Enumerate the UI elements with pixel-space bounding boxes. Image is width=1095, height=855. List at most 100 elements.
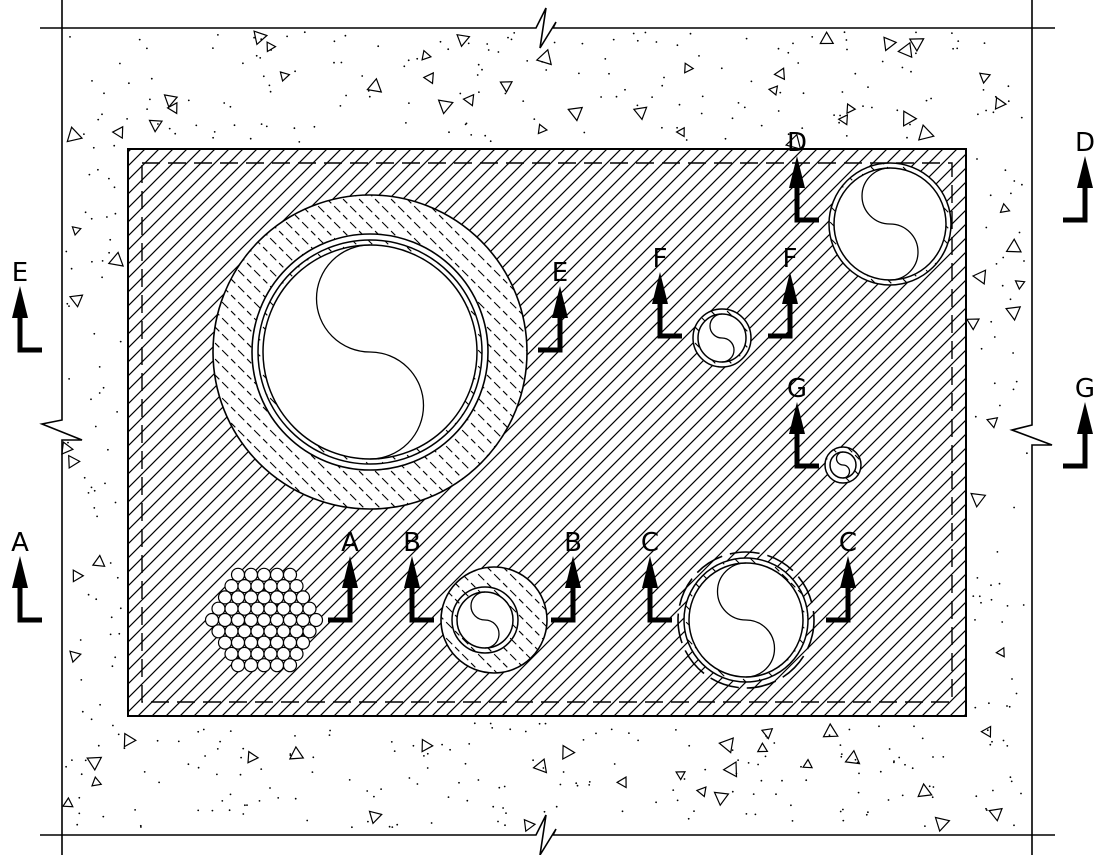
aggregate bbox=[802, 758, 814, 769]
cable bbox=[289, 646, 304, 662]
pipe-curve bbox=[470, 591, 500, 649]
aggregate bbox=[985, 417, 999, 429]
aggregate bbox=[68, 294, 84, 308]
sand-dot bbox=[111, 665, 114, 668]
arrow-head bbox=[1077, 402, 1093, 434]
aggregate bbox=[934, 816, 951, 833]
sand-dot bbox=[97, 118, 100, 121]
section-mark: B bbox=[403, 528, 434, 623]
sand-dot bbox=[802, 92, 805, 95]
sand-dot bbox=[217, 34, 219, 36]
sand-dot bbox=[1015, 380, 1018, 383]
sand-dot bbox=[1001, 284, 1004, 287]
sand-dot bbox=[663, 76, 665, 79]
sand-dot bbox=[333, 40, 336, 43]
sand-dot bbox=[262, 75, 265, 78]
section-label: D bbox=[1075, 128, 1095, 158]
sand-dot bbox=[388, 825, 391, 828]
aggregate bbox=[917, 123, 935, 141]
sand-dot bbox=[655, 801, 657, 804]
sand-dot bbox=[737, 759, 739, 761]
sand-dot bbox=[675, 729, 677, 731]
sand-dot bbox=[996, 551, 999, 553]
sand-dot bbox=[833, 114, 835, 116]
sand-dot bbox=[407, 59, 410, 62]
sand-dot bbox=[957, 40, 960, 42]
arrow-shaft bbox=[551, 586, 576, 623]
sand-dot bbox=[985, 226, 988, 229]
sand-dot bbox=[893, 760, 895, 763]
aggregate bbox=[69, 650, 82, 664]
sand-dot bbox=[532, 759, 534, 762]
sand-dot bbox=[1020, 792, 1022, 795]
cable bbox=[302, 624, 317, 639]
sand-dot bbox=[246, 804, 248, 806]
sand-dot bbox=[464, 762, 467, 765]
sand-dot bbox=[1006, 605, 1009, 607]
sand-dot bbox=[294, 797, 297, 800]
sand-dot bbox=[239, 773, 242, 776]
sand-dot bbox=[126, 118, 128, 120]
sand-dot bbox=[87, 593, 90, 596]
sand-dot bbox=[766, 736, 769, 739]
arrow-head bbox=[404, 556, 420, 588]
sand-dot bbox=[306, 819, 309, 822]
sand-dot bbox=[110, 616, 113, 619]
sand-dot bbox=[98, 392, 101, 394]
aggregate bbox=[980, 725, 992, 739]
sand-dot bbox=[503, 785, 506, 788]
aggregate bbox=[68, 454, 81, 470]
sand-dot bbox=[66, 302, 69, 305]
sand-dot bbox=[187, 99, 190, 102]
sand-dot bbox=[242, 747, 245, 750]
sand-dot bbox=[91, 80, 93, 82]
sand-dot bbox=[637, 739, 639, 742]
sand-dot bbox=[972, 595, 975, 597]
sand-dot bbox=[109, 562, 112, 564]
sand-dot bbox=[119, 62, 121, 65]
aggregate bbox=[819, 30, 835, 45]
aggregate bbox=[760, 727, 774, 740]
sand-dot bbox=[704, 768, 707, 771]
sand-dot bbox=[84, 211, 87, 214]
sand-dot bbox=[1018, 231, 1021, 234]
sand-dot bbox=[985, 109, 987, 112]
sand-dot bbox=[787, 51, 790, 54]
sand-dot bbox=[994, 95, 997, 98]
sand-dot bbox=[146, 47, 148, 50]
sand-dot bbox=[481, 68, 483, 71]
aggregate bbox=[266, 41, 277, 53]
sand-dot bbox=[197, 730, 200, 733]
sand-dot bbox=[805, 779, 808, 782]
sand-dot bbox=[992, 111, 995, 114]
sand-dot bbox=[95, 598, 98, 601]
sand-dot bbox=[921, 737, 924, 740]
sand-dot bbox=[724, 137, 727, 140]
sand-dot bbox=[150, 77, 153, 80]
aggregate bbox=[632, 106, 648, 121]
sand-dot bbox=[78, 796, 81, 799]
sand-dot bbox=[229, 793, 232, 796]
sand-dot bbox=[993, 336, 996, 338]
sand-dot bbox=[219, 740, 222, 743]
section-mark: F bbox=[768, 244, 798, 339]
section-label: E bbox=[12, 258, 28, 288]
sand-dot bbox=[988, 702, 990, 705]
sand-dot bbox=[610, 728, 613, 731]
sand-dot bbox=[942, 756, 945, 758]
arrow-shaft bbox=[794, 186, 819, 223]
sand-dot bbox=[76, 823, 79, 826]
sand-dot bbox=[600, 96, 602, 98]
sand-dot bbox=[211, 809, 214, 812]
sand-dot bbox=[932, 756, 934, 758]
section-label: B bbox=[403, 528, 421, 558]
sand-dot bbox=[351, 826, 353, 829]
sand-dot bbox=[391, 826, 394, 828]
aggregate bbox=[773, 67, 786, 81]
aggregate bbox=[995, 646, 1005, 658]
sand-dot bbox=[93, 507, 96, 509]
sand-dot bbox=[393, 750, 396, 752]
sand-dot bbox=[396, 823, 399, 826]
sand-dot bbox=[998, 582, 1001, 585]
aggregate bbox=[456, 33, 471, 48]
